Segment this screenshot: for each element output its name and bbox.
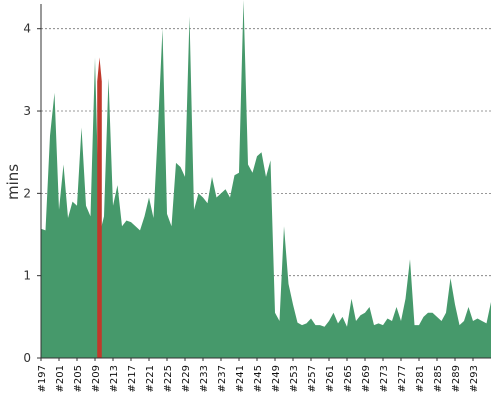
- x-tick-label-209: #209: [91, 365, 102, 392]
- y-axis-label: mins: [4, 164, 22, 200]
- x-tick-label-265: #265: [343, 365, 354, 392]
- x-tick-label-201: #201: [55, 365, 66, 392]
- y-tick-label-2: 2: [23, 186, 31, 200]
- axes: [37, 4, 491, 361]
- x-tick-label-281: #281: [415, 365, 426, 392]
- x-tick-label-205: #205: [73, 365, 84, 392]
- x-tick-label-217: #217: [127, 365, 138, 392]
- x-tick-label-289: #289: [451, 365, 462, 392]
- x-tick-label-229: #229: [181, 365, 192, 392]
- y-tick-label-3: 3: [23, 104, 31, 118]
- series-area: [41, 0, 491, 358]
- y-tick-label-1: 1: [23, 269, 31, 283]
- x-tick-label-273: #273: [379, 365, 390, 392]
- x-tick-label-197: #197: [37, 365, 48, 392]
- x-tick-label-249: #249: [271, 365, 282, 392]
- x-tick-label-261: #261: [325, 365, 336, 392]
- x-tick-label-257: #257: [307, 365, 318, 392]
- y-tick-label-4: 4: [23, 22, 31, 36]
- x-tick-label-225: #225: [163, 365, 174, 392]
- highlight-bar-210: [97, 57, 102, 358]
- x-tick-label-285: #285: [433, 365, 444, 392]
- x-tick-label-233: #233: [199, 365, 210, 392]
- x-tick-label-245: #245: [253, 365, 264, 392]
- x-tick-label-237: #237: [217, 365, 228, 392]
- x-tick-label-269: #269: [361, 365, 372, 392]
- x-tick-labels: #197 #201 #205 #209 #213 #217 #221 #225 #229 #233…: [37, 365, 480, 392]
- x-tick-label-213: #213: [109, 365, 120, 392]
- highlighted-bar: [97, 57, 102, 358]
- x-tick-label-221: #221: [145, 365, 156, 392]
- area-fill: [41, 0, 491, 358]
- x-tick-label-293: #293: [469, 365, 480, 392]
- y-tick-label-0: 0: [23, 351, 31, 365]
- x-tick-label-253: #253: [289, 365, 300, 392]
- x-tick-label-277: #277: [397, 365, 408, 392]
- x-tick-label-241: #241: [235, 365, 246, 392]
- y-tick-labels: 0 1 2 3 4: [23, 22, 31, 365]
